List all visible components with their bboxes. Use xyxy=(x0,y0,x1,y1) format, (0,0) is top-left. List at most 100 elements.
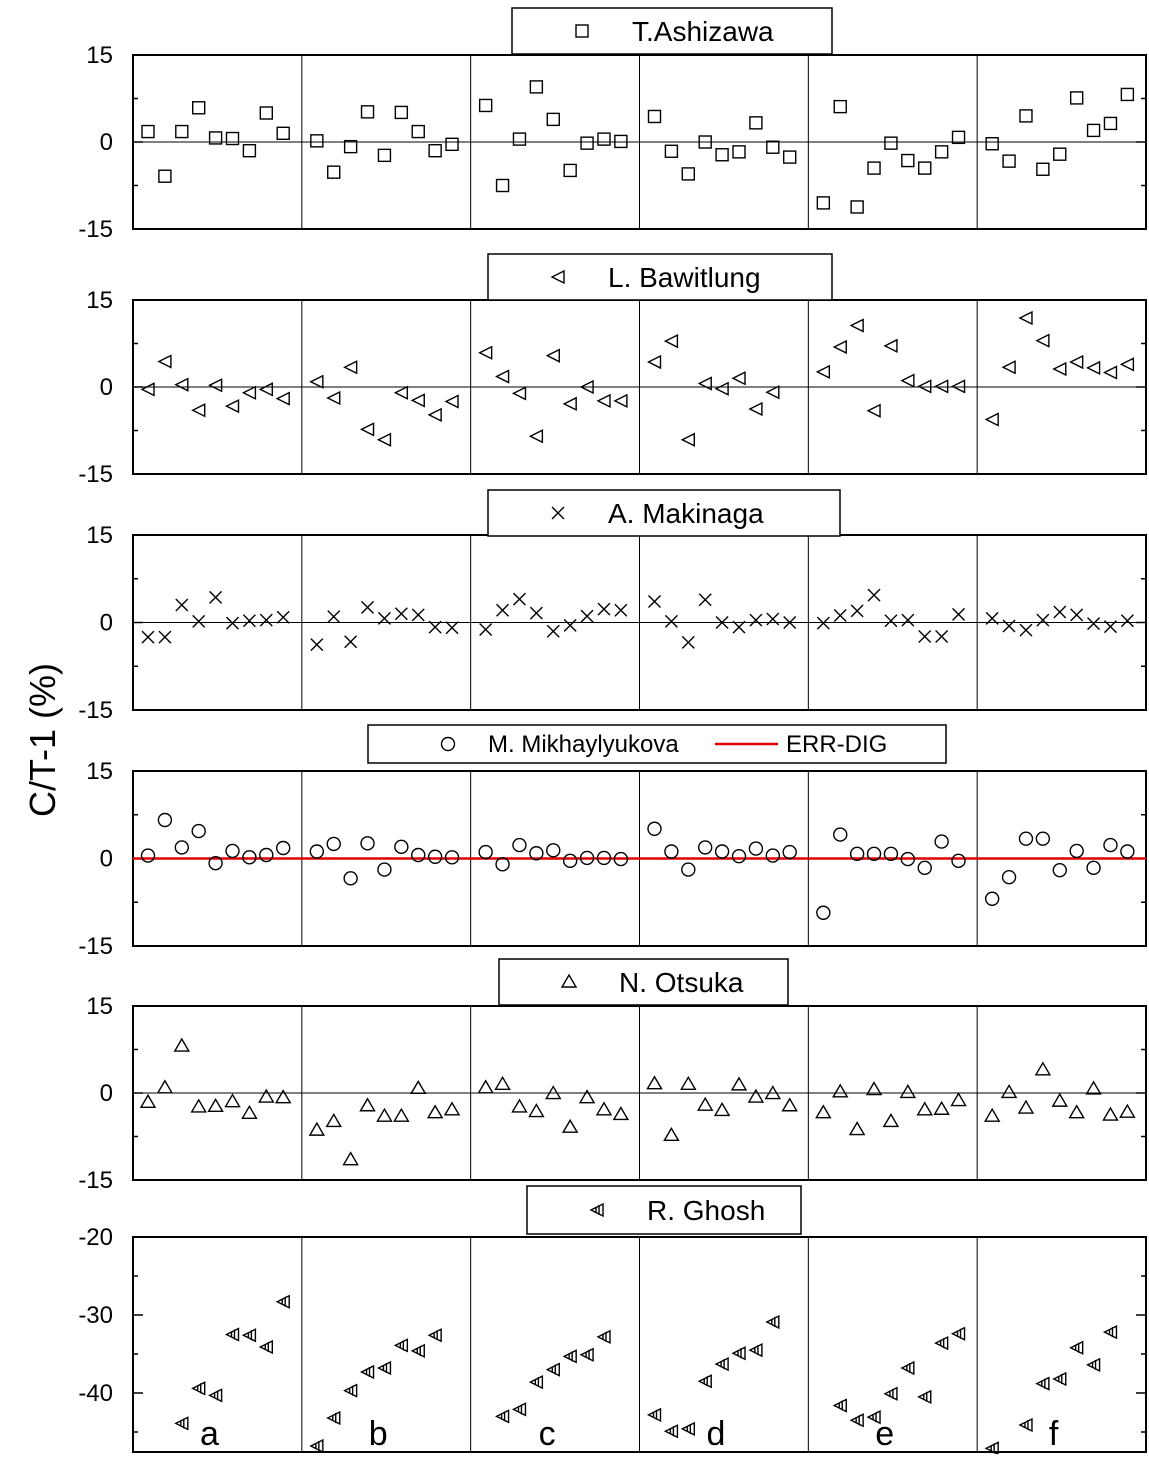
data-point xyxy=(428,620,442,634)
y-tick-label: 0 xyxy=(100,610,113,637)
legend-label: ERR-DIG xyxy=(786,731,887,758)
data-point xyxy=(511,1402,527,1417)
data-point xyxy=(596,850,612,866)
data-point xyxy=(140,848,156,863)
data-point xyxy=(209,590,223,604)
legend: A. Makinaga xyxy=(487,489,841,537)
data-point xyxy=(343,360,358,375)
data-point xyxy=(478,345,493,360)
legend-label: T.Ashizawa xyxy=(632,16,774,47)
data-point xyxy=(444,850,460,865)
data-point xyxy=(884,614,898,628)
data-point xyxy=(867,588,881,602)
data-point xyxy=(376,1107,393,1122)
data-point xyxy=(376,1360,392,1376)
data-point xyxy=(545,1085,562,1100)
data-point xyxy=(647,109,662,124)
group-label-a: a xyxy=(200,1415,219,1453)
data-point xyxy=(747,1088,765,1103)
data-point xyxy=(1069,354,1084,370)
legend-box xyxy=(511,7,833,55)
data-point xyxy=(731,371,746,386)
data-point xyxy=(376,432,392,447)
data-point xyxy=(832,339,847,355)
data-point xyxy=(478,844,493,860)
data-point xyxy=(1070,608,1084,622)
data-point xyxy=(411,124,425,139)
data-point xyxy=(529,846,544,861)
data-point xyxy=(562,853,578,869)
data-point xyxy=(580,136,594,150)
data-point xyxy=(883,1386,898,1401)
data-point xyxy=(1102,365,1118,380)
data-point xyxy=(765,1314,780,1330)
data-point xyxy=(663,1424,679,1439)
data-point xyxy=(393,385,409,400)
data-point xyxy=(427,1328,442,1343)
group-label-c: c xyxy=(539,1415,556,1453)
data-point xyxy=(850,604,864,618)
data-point xyxy=(866,403,881,418)
data-point xyxy=(865,1081,883,1096)
y-tick-label: 15 xyxy=(86,42,113,69)
legend-box xyxy=(487,253,833,301)
data-point xyxy=(276,610,290,624)
legend-label: N. Otsuka xyxy=(619,967,744,998)
data-point xyxy=(1034,1061,1052,1076)
data-point xyxy=(748,401,763,417)
data-point xyxy=(158,169,172,183)
data-point xyxy=(783,150,797,164)
data-point xyxy=(258,1339,273,1355)
data-point xyxy=(175,124,189,139)
data-point xyxy=(681,167,695,181)
data-point xyxy=(901,613,915,627)
data-point xyxy=(411,608,425,622)
data-point xyxy=(900,851,916,867)
legend-label: A. Makinaga xyxy=(608,498,764,529)
data-point xyxy=(190,1098,207,1113)
data-point xyxy=(832,1083,849,1098)
data-point xyxy=(596,393,611,409)
data-point xyxy=(715,148,729,162)
data-point xyxy=(766,612,780,626)
data-point xyxy=(849,318,864,333)
data-point xyxy=(327,610,341,624)
data-point xyxy=(445,137,459,152)
data-point xyxy=(191,1381,206,1396)
data-point xyxy=(1017,1099,1035,1114)
data-point xyxy=(512,132,527,146)
data-point xyxy=(258,382,273,397)
data-point xyxy=(511,1098,528,1113)
data-point xyxy=(1069,91,1084,105)
y-tick-label: -40 xyxy=(78,1380,113,1407)
legend-marker xyxy=(575,24,589,38)
data-point xyxy=(748,1342,763,1358)
y-tick-label: 0 xyxy=(100,1080,113,1107)
data-point xyxy=(1001,360,1016,375)
legend-marker xyxy=(550,269,565,285)
data-point xyxy=(866,846,882,862)
data-point xyxy=(934,145,949,159)
data-point xyxy=(580,609,594,623)
data-point xyxy=(882,1113,900,1128)
data-point xyxy=(309,844,325,859)
data-point xyxy=(934,834,949,849)
data-point xyxy=(901,153,915,168)
data-point xyxy=(327,165,341,179)
data-point xyxy=(1085,1080,1102,1095)
data-point xyxy=(597,132,611,146)
y-tick-label: -15 xyxy=(78,216,113,243)
data-point xyxy=(613,393,628,409)
data-point xyxy=(918,161,932,175)
data-point xyxy=(258,1088,275,1103)
data-point xyxy=(242,614,256,628)
data-point xyxy=(579,379,594,395)
data-point xyxy=(512,837,527,853)
group-label-d: d xyxy=(706,1415,725,1453)
data-point xyxy=(174,377,189,392)
data-point xyxy=(613,851,629,867)
data-point xyxy=(242,143,257,158)
data-point xyxy=(832,1398,847,1413)
data-point xyxy=(883,338,898,353)
